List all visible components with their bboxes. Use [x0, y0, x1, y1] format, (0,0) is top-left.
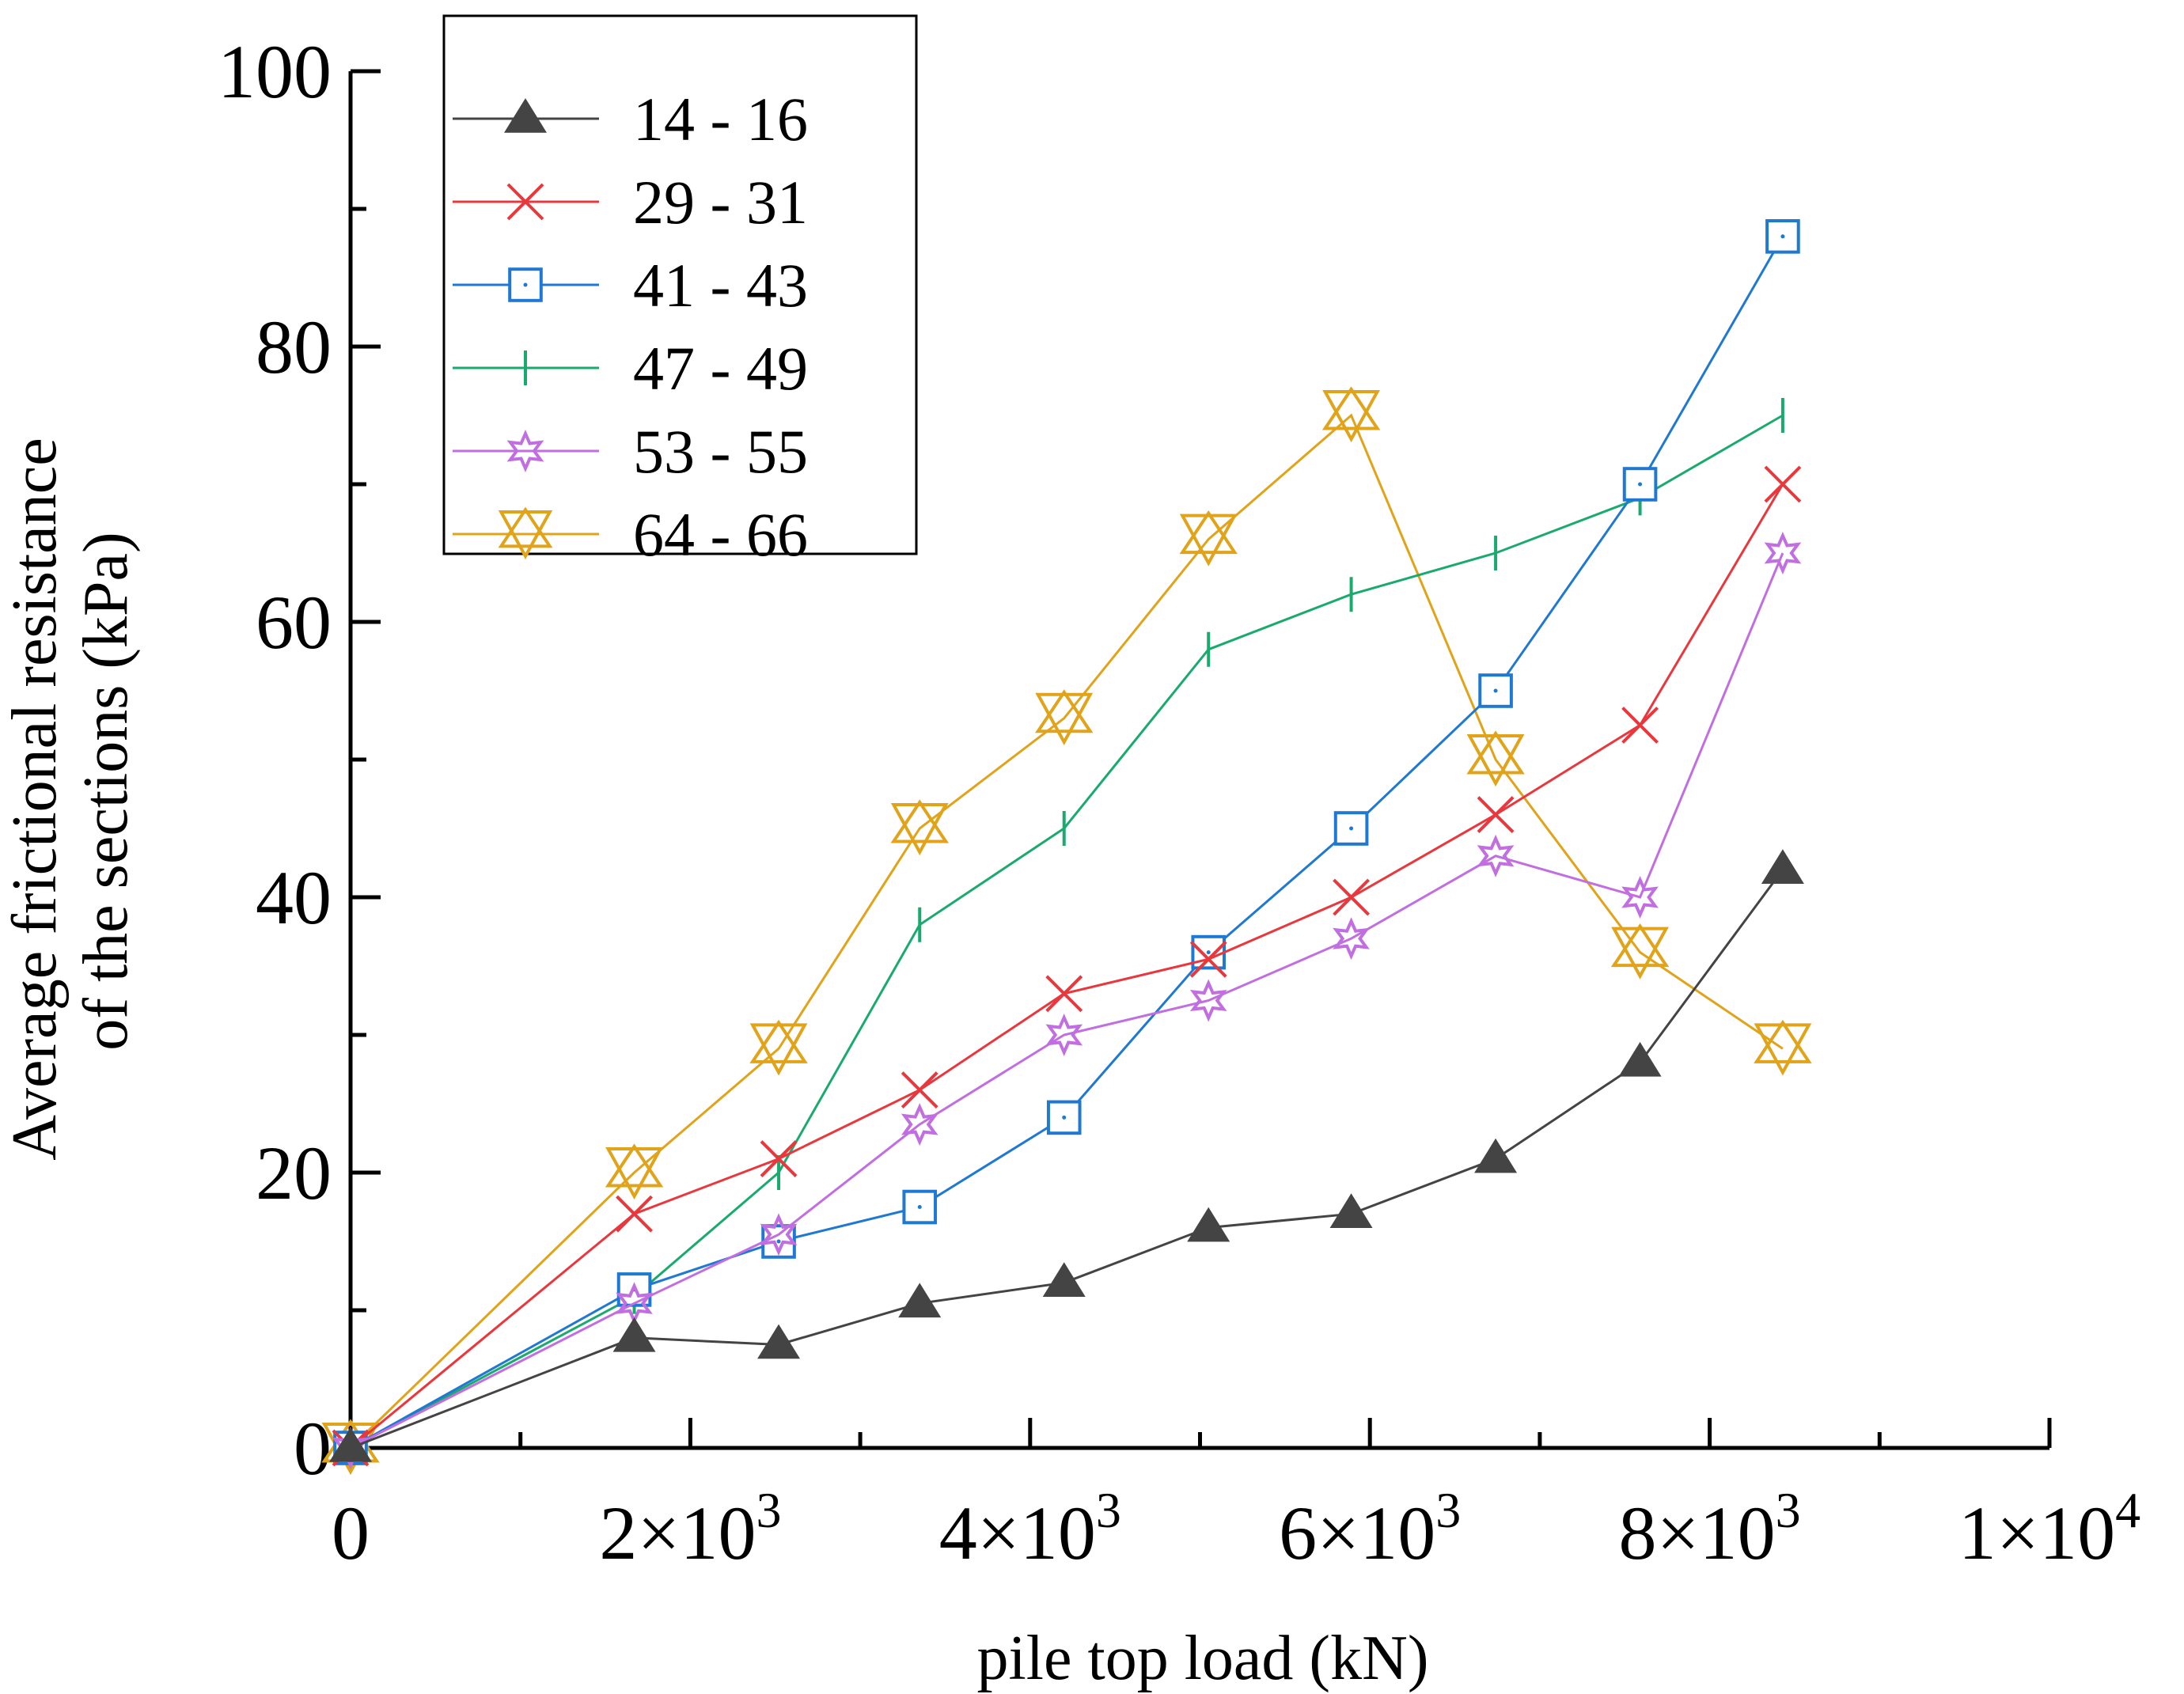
marker-square-dot: [523, 282, 528, 287]
legend-label: 53 - 55: [633, 417, 808, 486]
x-tick-label: 4×103: [939, 1482, 1121, 1575]
marker-star: [901, 1103, 938, 1146]
marker-triangle: [329, 1427, 372, 1462]
marker-star: [1764, 532, 1802, 574]
marker-x: [616, 1195, 653, 1233]
marker-hourglass-up: [890, 799, 949, 843]
marker-square: [1765, 219, 1800, 254]
marker-x: [506, 183, 544, 221]
marker-hourglass-up: [498, 506, 553, 548]
marker-square-dot: [1493, 688, 1498, 693]
marker-hourglass-up: [1035, 689, 1094, 733]
y-tick-label: 60: [256, 580, 332, 665]
marker-star: [1333, 917, 1370, 961]
marker-star: [332, 1427, 370, 1469]
marker-x: [1189, 940, 1227, 978]
marker-x: [1333, 878, 1370, 916]
marker-square-dot: [1349, 826, 1354, 831]
marker-star: [506, 430, 544, 472]
marker-hourglass-up: [1610, 923, 1670, 968]
marker-star: [760, 1213, 798, 1256]
y-tick-label: 40: [256, 855, 332, 940]
marker-hourglass-up: [1466, 730, 1525, 775]
marker-x: [1621, 707, 1659, 744]
marker-triangle: [1042, 1262, 1086, 1297]
marker-square-dot: [1062, 1115, 1067, 1120]
marker-triangle: [1474, 1138, 1518, 1173]
series-47-49: [349, 398, 1784, 1465]
marker-x: [760, 1140, 798, 1178]
marker-triangle: [612, 1317, 656, 1352]
legend-item: 14 - 16: [453, 85, 808, 153]
marker-star: [1477, 834, 1515, 877]
marker-triangle: [1187, 1207, 1230, 1242]
marker-square-dot: [776, 1239, 781, 1244]
marker-hourglass-up: [1179, 510, 1238, 555]
series-line: [350, 236, 1784, 1450]
marker-square-dot: [1206, 950, 1211, 955]
marker-square-dot: [917, 1205, 922, 1209]
marker-x: [1764, 465, 1802, 503]
marker-x: [901, 1071, 938, 1109]
y-tick-label: 20: [256, 1131, 332, 1215]
series-line: [350, 869, 1784, 1450]
y-tick-label: 0: [294, 1406, 332, 1491]
x-tick-label: 0: [332, 1491, 370, 1575]
y-axis-label: Average frictional resistance of the sec…: [0, 422, 141, 1161]
legend-item: 53 - 55: [453, 417, 808, 486]
marker-triangle: [504, 98, 547, 133]
axes: 0 20 40 60 80 100 0 2×103 4×103 6×103 8×103 1×104: [218, 29, 2140, 1575]
legend-item: 47 - 49: [453, 334, 808, 403]
marker-x: [1045, 975, 1083, 1013]
marker-triangle: [757, 1324, 801, 1359]
series-line: [349, 413, 1784, 1450]
legend-item: 41 - 43: [453, 251, 808, 320]
marker-square-dot: [1780, 234, 1785, 239]
series-line: [350, 483, 1784, 1450]
y-tick-label: 100: [218, 29, 332, 114]
marker-triangle: [898, 1283, 942, 1318]
series-layer: [321, 219, 1812, 1476]
marker-square-dot: [1638, 482, 1643, 487]
legend-label: 64 - 66: [633, 500, 808, 569]
series-29-31: [332, 465, 1802, 1467]
marker-hourglass-up: [1754, 1019, 1812, 1063]
marker-star: [1621, 876, 1659, 919]
marker-square: [1333, 811, 1369, 846]
marker-triangle: [1618, 1041, 1662, 1077]
marker-x: [1477, 796, 1515, 834]
marker-star: [1045, 1014, 1083, 1056]
legend-label: 41 - 43: [633, 251, 808, 320]
marker-triangle: [1329, 1193, 1373, 1228]
marker-hourglass-up: [749, 1019, 808, 1063]
series-14-16: [329, 849, 1804, 1462]
series-53-55: [332, 532, 1802, 1469]
marker-star: [1189, 979, 1227, 1022]
x-axis-label: pile top load (kN): [977, 1624, 1429, 1693]
legend: 14 - 16 29 - 31 41 - 43 47 - 49 53 - 55 64 - …: [442, 14, 918, 569]
legend-label: 29 - 31: [633, 168, 808, 237]
marker-hourglass-up: [605, 1143, 664, 1188]
legend-item: 29 - 31: [453, 168, 808, 237]
series-line: [350, 552, 1784, 1450]
x-tick-label: 8×103: [1619, 1482, 1801, 1575]
legend-item: 64 - 66: [453, 500, 808, 569]
legend-label: 47 - 49: [633, 334, 808, 403]
y-axis-label-line-1: Average frictional resistance: [0, 438, 70, 1161]
x-tick-label: 6×103: [1279, 1482, 1461, 1575]
x-tick-label: 2×103: [599, 1482, 781, 1575]
y-axis-label-line-2: of the sections (kPa): [71, 532, 141, 1050]
series-line: [350, 414, 1784, 1450]
y-tick-label: 80: [256, 305, 332, 389]
x-tick-label: 1×104: [1958, 1482, 2140, 1575]
marker-triangle: [1761, 849, 1804, 884]
legend-label: 14 - 16: [633, 85, 808, 153]
marker-hourglass-up: [1321, 386, 1381, 430]
